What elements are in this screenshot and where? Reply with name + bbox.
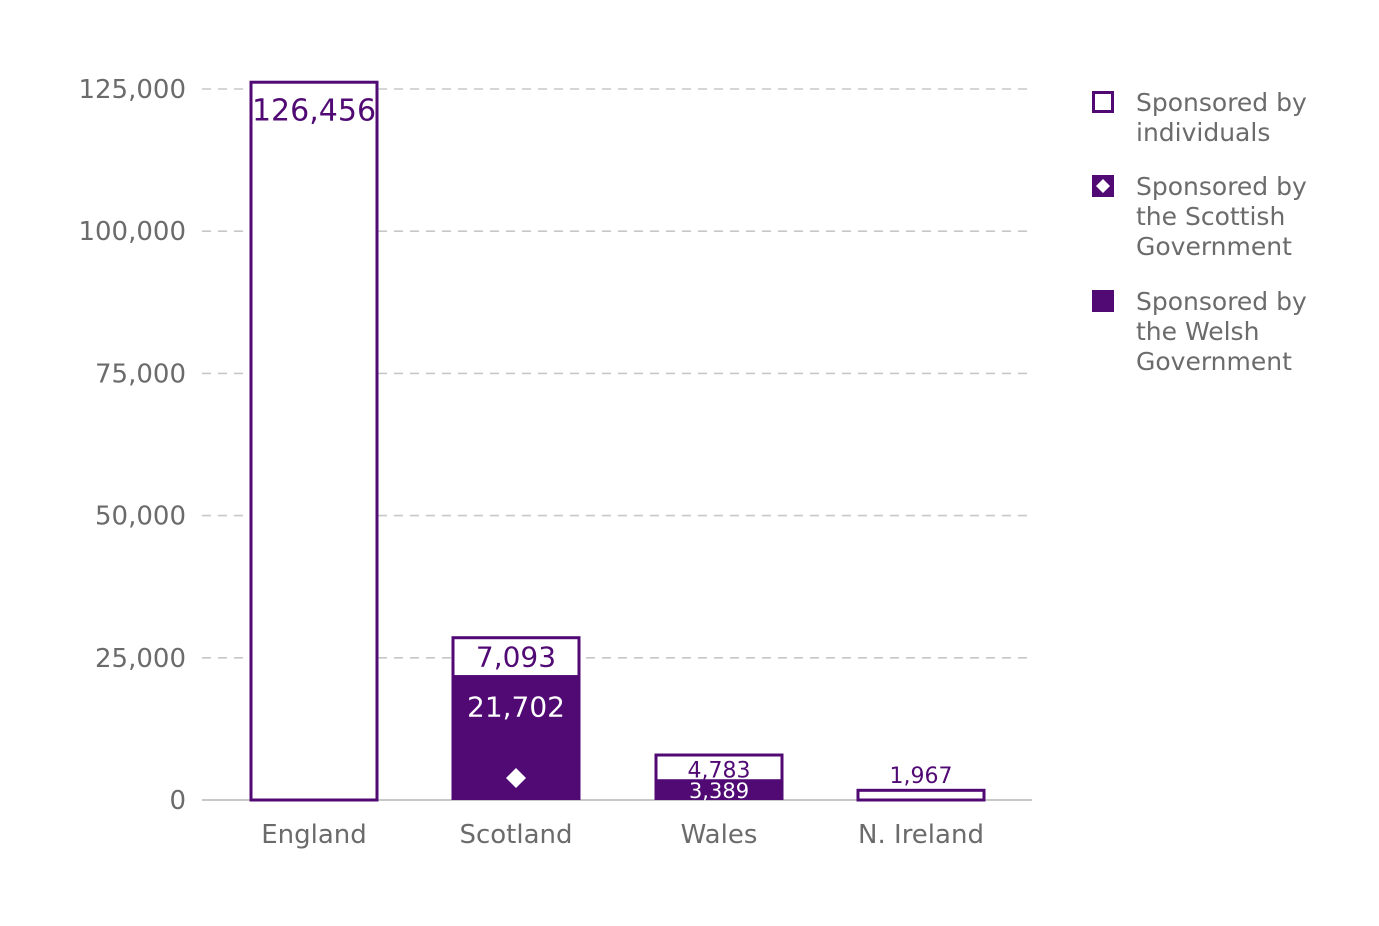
- y-tick-label: 75,000: [95, 359, 186, 389]
- legend-label: Government: [1136, 232, 1292, 261]
- bar-segment-individuals: [654, 753, 784, 783]
- data-label: 1,967: [890, 764, 953, 789]
- x-tick-label: Wales: [681, 820, 758, 850]
- y-tick-label: 125,000: [78, 75, 186, 105]
- y-axis-ticks: 0 25,000 50,000 75,000 100,000 125,000: [78, 75, 186, 816]
- x-tick-label: England: [261, 820, 367, 850]
- legend-swatch-outline: [1092, 91, 1114, 113]
- bar-segment-individuals: [856, 788, 986, 802]
- legend-label: Government: [1136, 347, 1292, 376]
- bar-segment-individuals: [451, 636, 581, 679]
- legend-swatch-filled: [1092, 290, 1114, 312]
- data-label: 4,783: [688, 759, 751, 784]
- y-tick-label: 50,000: [95, 502, 186, 532]
- data-label: 21,702: [467, 691, 565, 724]
- legend-label: Sponsored by: [1136, 88, 1307, 117]
- x-axis-ticks: England Scotland Wales N. Ireland: [261, 820, 984, 850]
- legend-diamond-icon: [1096, 179, 1110, 193]
- legend-label: the Welsh: [1136, 317, 1259, 346]
- data-label: 126,456: [252, 94, 376, 129]
- legend-label: the Scottish: [1136, 202, 1285, 231]
- bar-segment-welsh: [654, 780, 784, 800]
- diamond-marker: [506, 768, 526, 788]
- data-label: 3,389: [689, 779, 749, 803]
- y-tick-label: 0: [169, 786, 186, 816]
- legend-label: individuals: [1136, 118, 1270, 147]
- y-tick-label: 25,000: [95, 644, 186, 674]
- x-tick-label: N. Ireland: [858, 820, 984, 850]
- x-tick-label: Scotland: [459, 820, 572, 850]
- data-label: 7,093: [476, 640, 556, 673]
- legend-label: Sponsored by: [1136, 287, 1307, 316]
- y-tick-label: 100,000: [78, 217, 186, 247]
- bar-segment-individuals: [249, 80, 379, 802]
- legend-label: Sponsored by: [1136, 172, 1307, 201]
